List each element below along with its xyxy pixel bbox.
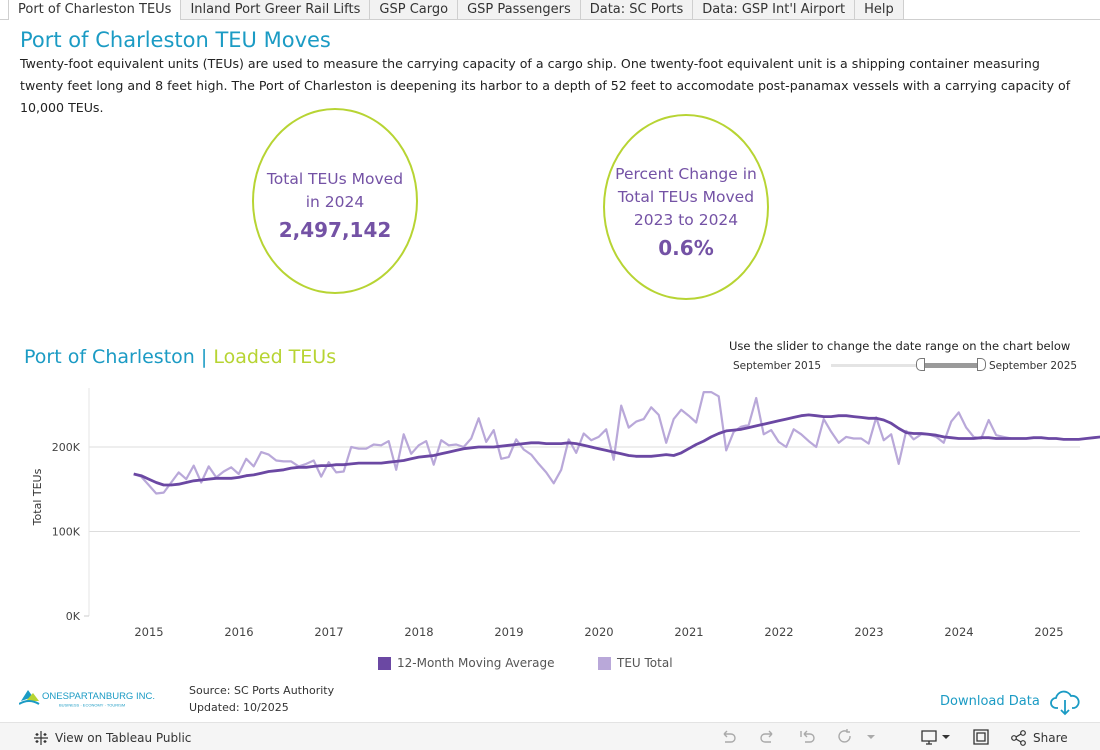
- kpi-change-label-line2: Total TEUs Moved: [617, 188, 755, 206]
- chart-gridlines: [89, 446, 1080, 532]
- y-tick-label: 0K: [66, 610, 81, 623]
- kpi-change-label-line3: 2023 to 2024: [633, 211, 739, 229]
- source-note: Source: SC Ports Authority Updated: 10/2…: [189, 682, 334, 716]
- series-line-teu-total[interactable]: [133, 391, 1012, 495]
- y-tick-label: 200K: [52, 441, 81, 454]
- date-range-slider-selection[interactable]: [921, 363, 982, 368]
- teu-line-chart[interactable]: 0K 100K 200K 2015 2016 2017 2018 2019 2020 2021 20…: [0, 380, 1100, 648]
- chart-title-part1: Port of Charleston: [24, 346, 195, 368]
- revert-icon[interactable]: [798, 728, 816, 746]
- tab-port-of-charleston-teus[interactable]: Port of Charleston TEUs: [8, 0, 182, 20]
- tab-help[interactable]: Help: [854, 0, 904, 19]
- slider-caption: Use the slider to change the date range …: [729, 339, 1071, 353]
- legend-label-moving-average: 12-Month Moving Average: [397, 656, 555, 670]
- kpi-change-label-line1: Percent Change in: [615, 165, 757, 183]
- tab-data-gsp-int-l-airport[interactable]: Data: GSP Int'l Airport: [692, 0, 856, 19]
- page-description: Twenty-foot equivalent units (TEUs) are …: [20, 56, 1071, 115]
- chart-title-separator: |: [200, 346, 208, 368]
- x-tick-label: 2023: [854, 625, 883, 639]
- kpi-total-teus: Total TEUs Moved in 2024 2,497,142: [252, 108, 418, 294]
- chart-title-part2: Loaded TEUs: [213, 346, 337, 368]
- logo-mark: [19, 690, 40, 705]
- kpi-change-value: 0.6%: [658, 236, 714, 260]
- share-button[interactable]: Share: [1010, 729, 1068, 747]
- chart-axes: 0K 100K 200K 2015 2016 2017 2018 2019 2020 2021 20…: [52, 388, 1064, 639]
- chart-title: Port of Charleston | Loaded TEUs: [24, 346, 336, 368]
- y-axis-label: Total TEUs: [31, 468, 44, 526]
- tab-data-sc-ports[interactable]: Data: SC Ports: [579, 0, 694, 19]
- view-on-tableau-label: View on Tableau Public: [55, 731, 192, 745]
- x-tick-label: 2021: [674, 625, 703, 639]
- share-icon: [1011, 730, 1026, 746]
- kpi-total-label-line2: in 2024: [305, 193, 365, 211]
- cloud-download-icon[interactable]: [1050, 688, 1080, 716]
- x-tick-label: 2020: [584, 625, 613, 639]
- share-label: Share: [1033, 731, 1068, 745]
- device-preview-icon[interactable]: [920, 728, 954, 746]
- redo-icon[interactable]: [759, 728, 777, 746]
- slider-end-handle[interactable]: [977, 358, 986, 371]
- onespartanburg-logo: ONESPARTANBURG INC. BUSINESS · ECONOMY ·…: [19, 690, 155, 708]
- dashboard-tab-strip: Port of Charleston TEUs Inland Port Greer…: [0, 0, 1100, 20]
- kpi-total-value: 2,497,142: [278, 218, 392, 242]
- x-tick-label: 2019: [494, 625, 523, 639]
- kpi-total-label-line1: Total TEUs Moved: [266, 170, 404, 188]
- x-tick-label: 2022: [764, 625, 793, 639]
- legend-item-moving-average[interactable]: 12-Month Moving Average: [378, 656, 554, 670]
- download-data-link[interactable]: Download Data: [940, 694, 1040, 709]
- x-tick-label: 2018: [404, 625, 433, 639]
- tab-gsp-cargo[interactable]: GSP Cargo: [369, 0, 459, 19]
- undo-icon[interactable]: [719, 728, 737, 746]
- kpi-percent-change: Percent Change in Total TEUs Moved 2023 …: [603, 114, 769, 300]
- x-tick-label: 2025: [1034, 625, 1063, 639]
- fullscreen-icon[interactable]: [972, 728, 990, 746]
- chart-series[interactable]: [133, 391, 1100, 495]
- tab-gsp-passengers[interactable]: GSP Passengers: [457, 0, 581, 19]
- legend-label-teu-total: TEU Total: [617, 656, 673, 670]
- x-tick-label: 2024: [944, 625, 973, 639]
- page-title: Port of Charleston TEU Moves: [20, 28, 331, 52]
- tableau-logo-icon: [34, 731, 48, 745]
- slider-end-label: September 2025: [989, 360, 1078, 372]
- legend-item-teu-total[interactable]: TEU Total: [598, 656, 673, 670]
- slider-start-label: September 2015: [733, 360, 822, 372]
- date-range-slider-track[interactable]: [831, 364, 983, 367]
- view-on-tableau-public-button[interactable]: View on Tableau Public: [33, 730, 191, 746]
- refresh-icon[interactable]: [836, 728, 854, 746]
- x-tick-label: 2015: [134, 625, 163, 639]
- slider-start-handle[interactable]: [916, 358, 925, 371]
- updated-text: Updated: 10/2025: [189, 701, 289, 714]
- y-tick-label: 100K: [52, 526, 81, 539]
- logo-text: ONESPARTANBURG INC.: [42, 691, 155, 702]
- teu-total-swatch: [598, 656, 611, 670]
- x-tick-label: 2017: [314, 625, 343, 639]
- tab-inland-port-greer-rail-lifts[interactable]: Inland Port Greer Rail Lifts: [180, 0, 371, 19]
- pause-dropdown-icon[interactable]: [862, 728, 880, 746]
- tableau-toolbar: View on Tableau Public Share: [0, 722, 1100, 750]
- series-line-moving-average[interactable]: [133, 413, 1100, 487]
- logo-tagline: BUSINESS · ECONOMY · TOURISM: [59, 703, 125, 708]
- x-tick-label: 2016: [224, 625, 253, 639]
- source-text: Source: SC Ports Authority: [189, 684, 335, 697]
- moving-average-swatch: [378, 656, 391, 670]
